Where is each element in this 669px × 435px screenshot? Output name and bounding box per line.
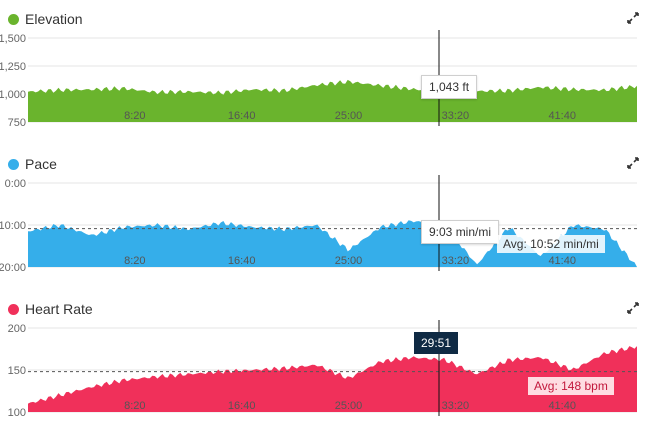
elevation-y-tick-label: 750 [8,117,26,129]
pace-title-text: Pace [25,156,57,172]
heart-rate-title: Heart Rate [8,300,93,318]
heart-rate-legend-dot [8,303,19,315]
expand-arrows-icon[interactable] [627,157,639,169]
pace-y-tick-label: 0:00 [5,178,26,190]
pace-x-tick-label: 41:40 [548,255,576,267]
elevation-tooltip: 1,043 ft [421,75,478,99]
elevation-y-tick-label: 1,000 [0,89,26,101]
elevation-chart[interactable]: 1,500 1,250 1,000 750 8:20 16:40 25:00 33:20 41:… [0,30,669,130]
elevation-series-area [28,79,637,122]
heart-rate-y-tick-label: 100 [8,407,26,419]
pace-x-tick-label: 25:00 [335,255,363,267]
elevation-x-tick-label: 41:40 [548,110,576,122]
pace-title: Pace [8,155,57,173]
heart-rate-x-tick-label: 8:20 [124,400,145,412]
pace-y-tick-label: 20:00 [0,262,26,274]
heart-rate-x-tick-label: 33:20 [442,400,470,412]
heart-rate-average-label: Avg: 148 bpm [528,377,614,395]
heart-rate-title-text: Heart Rate [25,301,93,317]
pace-x-tick-label: 8:20 [124,255,145,267]
elevation-x-tick-label: 33:20 [442,110,470,122]
cursor-time-badge: 29:51 [414,332,459,354]
heart-rate-chart[interactable]: 200 150 100 8:20 16:40 25:00 33:20 41:40 [0,320,669,420]
heart-rate-y-tick-label: 200 [8,323,26,335]
elevation-y-tick-label: 1,250 [0,61,26,73]
elevation-panel: Elevation [0,10,669,130]
elevation-title: Elevation [8,10,83,28]
expand-arrows-icon[interactable] [627,12,639,24]
elevation-legend-dot [8,13,19,25]
elevation-title-text: Elevation [25,11,83,27]
pace-legend-dot [8,158,19,170]
pace-tooltip: 9:03 min/mi [421,220,500,244]
heart-rate-panel: Heart Rate [0,300,669,420]
pace-series-area [28,220,637,267]
elevation-x-tick-label: 8:20 [124,110,145,122]
pace-chart[interactable]: 0:00 10:00 20:00 8:20 16:40 25:00 33:20 41:40 [0,175,669,275]
elevation-x-tick-label: 25:00 [335,110,363,122]
expand-arrows-icon[interactable] [627,302,639,314]
pace-y-tick-label: 10:00 [0,220,26,232]
elevation-x-tick-label: 16:40 [228,110,256,122]
heart-rate-series-area [28,346,637,412]
elevation-y-tick-label: 1,500 [0,33,26,45]
heart-rate-x-tick-label: 25:00 [335,400,363,412]
heart-rate-x-tick-label: 41:40 [548,400,576,412]
heart-rate-x-tick-label: 16:40 [228,400,256,412]
pace-average-label: Avg: 10:52 min/mi [497,235,605,253]
pace-x-tick-label: 16:40 [228,255,256,267]
pace-panel: Pace [0,155,669,275]
heart-rate-y-tick-label: 150 [8,365,26,377]
pace-x-tick-label: 33:20 [442,255,470,267]
